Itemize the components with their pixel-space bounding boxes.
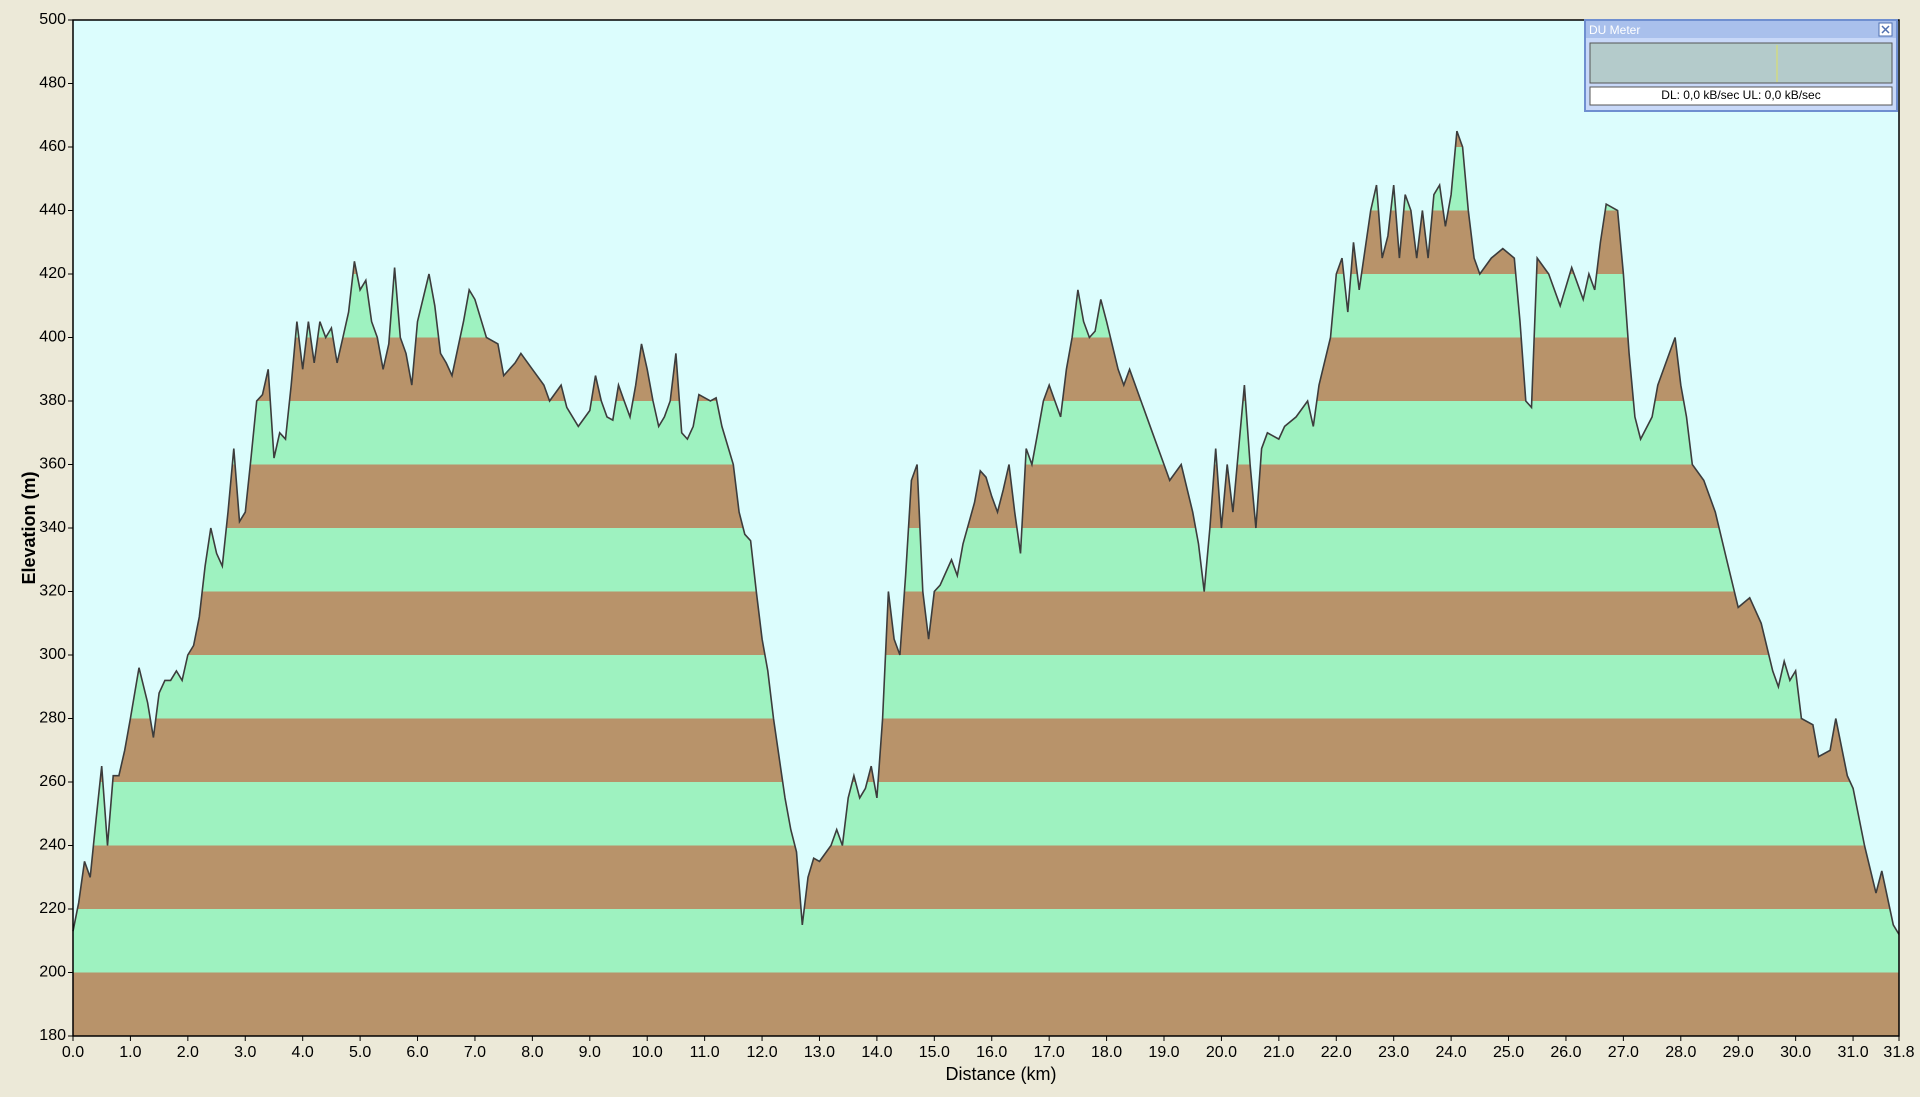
du-meter-status-box	[1589, 86, 1893, 106]
du-meter-status: DL: 0,0 kB/sec UL: 0,0 kB/sec	[1661, 88, 1820, 102]
y-tick-label: 440	[39, 202, 66, 219]
x-tick-label: 18.0	[1091, 1044, 1122, 1061]
x-tick-label: 4.0	[292, 1044, 314, 1061]
x-tick-label: 28.0	[1665, 1044, 1696, 1061]
x-tick-label: 13.0	[804, 1044, 835, 1061]
y-tick-label: 480	[39, 75, 66, 92]
x-tick-label: 0.0	[62, 1044, 84, 1061]
elevation-band	[73, 782, 1899, 846]
x-tick-label: 12.0	[746, 1044, 777, 1061]
x-axis-label: Distance (km)	[945, 1064, 1056, 1084]
close-icon	[1881, 25, 1890, 34]
x-tick-label: 11.0	[690, 1044, 720, 1061]
x-tick-label: 15.0	[919, 1044, 950, 1061]
x-tick-label: 6.0	[406, 1044, 428, 1061]
x-tick-label: 9.0	[579, 1044, 601, 1061]
elevation-band	[73, 845, 1899, 909]
x-tick-label: 14.0	[861, 1044, 892, 1061]
y-tick-label: 320	[39, 583, 66, 600]
x-tick-label: 10.0	[632, 1044, 663, 1061]
y-tick-label: 260	[39, 773, 66, 790]
elevation-band	[73, 909, 1899, 973]
x-tick-label: 31.8	[1883, 1044, 1914, 1061]
x-tick-label: 17.0	[1034, 1044, 1065, 1061]
elevation-band	[73, 528, 1899, 592]
y-tick-label: 500	[39, 11, 66, 28]
du-meter-graph	[1589, 42, 1893, 84]
x-tick-label: 29.0	[1723, 1044, 1754, 1061]
elevation-band	[73, 591, 1899, 655]
x-tick-label: 21.0	[1263, 1044, 1294, 1061]
elevation-band	[73, 718, 1899, 782]
x-tick-label: 20.0	[1206, 1044, 1237, 1061]
y-tick-label: 400	[39, 329, 66, 346]
x-tick-label: 22.0	[1321, 1044, 1352, 1061]
du-meter-title: DU Meter	[1589, 23, 1640, 37]
x-tick-label: 31.0	[1837, 1044, 1868, 1061]
y-tick-label: 280	[39, 710, 66, 727]
du-meter-titlebar	[1586, 21, 1896, 38]
x-tick-label: 25.0	[1493, 1044, 1524, 1061]
y-tick-label: 460	[39, 138, 66, 155]
x-tick-label: 3.0	[234, 1044, 256, 1061]
x-tick-label: 19.0	[1148, 1044, 1179, 1061]
y-tick-label: 380	[39, 392, 66, 409]
x-tick-label: 16.0	[976, 1044, 1007, 1061]
x-tick-label: 7.0	[464, 1044, 486, 1061]
elevation-band	[73, 972, 1899, 1036]
x-tick-label: 30.0	[1780, 1044, 1811, 1061]
y-tick-label: 220	[39, 900, 66, 917]
x-tick-label: 5.0	[349, 1044, 371, 1061]
x-tick-label: 2.0	[177, 1044, 199, 1061]
elevation-band	[73, 655, 1899, 719]
y-tick-label: 240	[39, 837, 66, 854]
x-tick-label: 23.0	[1378, 1044, 1409, 1061]
axes: 180 200 220 240 260 280 300 320 340 360 380 400 420 4…	[39, 11, 1914, 1061]
y-tick-label: 200	[39, 964, 66, 981]
x-tick-label: 27.0	[1608, 1044, 1639, 1061]
y-tick-label: 360	[39, 456, 66, 473]
x-tick-label: 26.0	[1550, 1044, 1581, 1061]
y-axis-label: Elevation (m)	[19, 471, 39, 584]
x-tick-label: 24.0	[1436, 1044, 1467, 1061]
x-tick-label: 1.0	[119, 1044, 141, 1061]
elevation-line	[72, 130, 1900, 935]
du-meter: DU Meter DL: 0,0 kB/sec UL: 0,0 kB/sec	[1584, 19, 1898, 112]
x-tick-label: 8.0	[521, 1044, 543, 1061]
y-tick-label: 300	[39, 646, 66, 663]
y-tick-label: 420	[39, 265, 66, 282]
y-tick-label: 180	[39, 1027, 66, 1044]
y-tick-label: 340	[39, 519, 66, 536]
